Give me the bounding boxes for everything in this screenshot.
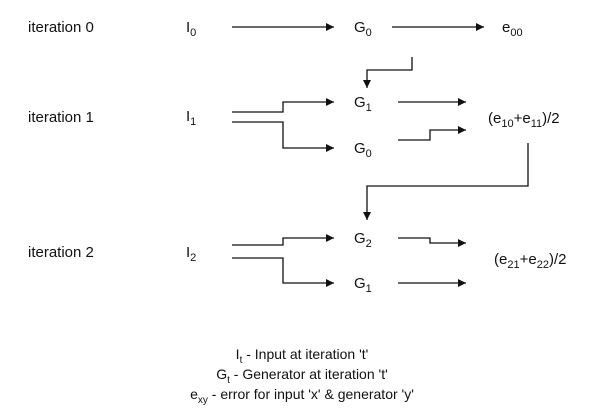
input-node: I0 xyxy=(186,19,197,39)
legend-entry: Gt - Generator at iteration 't' xyxy=(216,366,388,386)
generator-node: G1 xyxy=(354,275,372,295)
legend-entry: exy - error for input 'x' & generator 'y… xyxy=(190,386,414,406)
arrow-input1-to-gen0 xyxy=(232,121,334,152)
input-node: I1 xyxy=(186,108,197,128)
generator-node: G1 xyxy=(354,94,372,114)
generator-node: G0 xyxy=(354,19,372,39)
error-expression: (e10+e11)/2 xyxy=(488,110,560,130)
arrow-input1-to-gen1 xyxy=(232,98,334,113)
generator-node: G2 xyxy=(354,230,372,250)
iteration-label: iteration 0 xyxy=(28,19,94,36)
iteration-label: iteration 2 xyxy=(28,244,94,261)
arrow-iteration0-to-iteration1 xyxy=(363,57,413,88)
arrow-input2-to-gen1 xyxy=(232,257,334,287)
error-expression: e00 xyxy=(502,19,523,39)
legend-entry: It - Input at iteration 't' xyxy=(235,346,369,366)
input-node: I2 xyxy=(186,244,197,264)
arrow-gen0-to-error xyxy=(398,126,466,141)
error-expression: (e21+e22)/2 xyxy=(494,251,567,271)
iteration-label: iteration 1 xyxy=(28,109,94,126)
arrow-input2-to-gen2 xyxy=(232,234,334,246)
arrow-gen2-to-error xyxy=(398,237,466,247)
generator-node: G0 xyxy=(354,140,372,160)
arrow-iteration1-to-iteration2 xyxy=(363,143,529,220)
